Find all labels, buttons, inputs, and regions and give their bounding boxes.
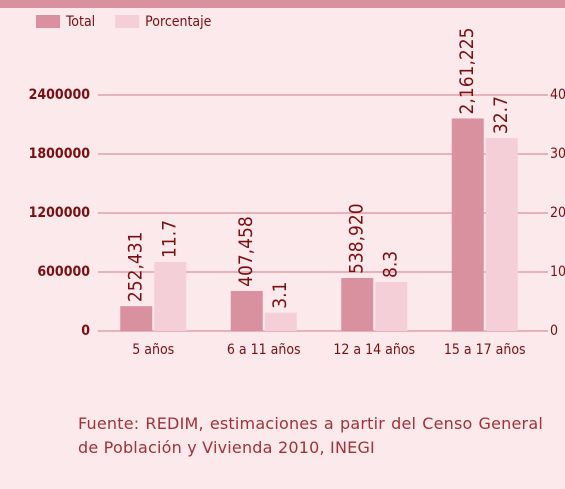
- y-tick-label: 600000: [37, 264, 90, 280]
- value-label: 252,431: [125, 232, 147, 303]
- value-label: 538,920: [346, 203, 368, 274]
- bar: [485, 138, 518, 331]
- bar: [154, 261, 187, 331]
- y-tick-label: 0: [81, 323, 90, 339]
- legend-swatch: [115, 15, 140, 28]
- y2-tick-label: 10: [550, 264, 565, 280]
- bar: [451, 118, 484, 331]
- value-label: 32.7: [490, 96, 512, 134]
- x-tick-label: 15 a 17 años: [444, 342, 526, 358]
- value-label: 2,161,225: [456, 28, 478, 115]
- y2-tick-label: 0: [550, 323, 558, 339]
- top-band: [0, 0, 565, 8]
- legend-label: Total: [65, 14, 95, 30]
- x-tick-label: 12 a 14 años: [333, 342, 415, 358]
- bar: [375, 282, 408, 331]
- legend-swatch: [36, 15, 60, 28]
- value-label: 3.1: [269, 282, 291, 309]
- y-tick-label: 1800000: [29, 146, 91, 162]
- y2-tick-label: 20: [550, 205, 565, 221]
- value-label: 407,458: [235, 216, 257, 287]
- legend-label: Porcentaje: [145, 14, 211, 30]
- y2-tick-label: 30: [550, 146, 565, 162]
- bar: [230, 290, 263, 331]
- y2-tick-label: 40: [550, 87, 565, 103]
- value-label: 8.3: [380, 251, 402, 278]
- source-note: Fuente: REDIM, estimaciones a partir del…: [78, 414, 543, 457]
- bar: [120, 306, 153, 331]
- y-tick-label: 1200000: [29, 205, 91, 221]
- value-label: 11.7: [159, 220, 181, 258]
- y-tick-label: 2400000: [29, 87, 91, 103]
- x-tick-label: 6 a 11 años: [227, 342, 301, 358]
- bar: [341, 278, 374, 331]
- x-tick-label: 5 años: [132, 342, 174, 358]
- bar: [264, 312, 297, 331]
